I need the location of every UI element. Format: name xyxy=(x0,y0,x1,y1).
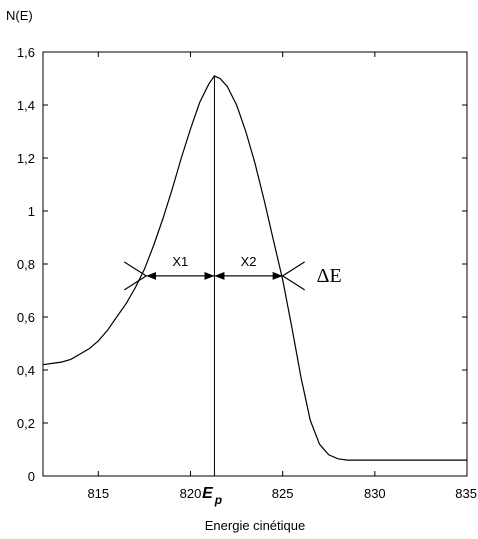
left-width-marker xyxy=(123,261,148,291)
delta-e-label: ΔE xyxy=(317,265,342,287)
x-tick-label: 835 xyxy=(455,486,477,501)
x-axis-title: Energie cinétique xyxy=(205,518,305,533)
y-tick-label: 0,4 xyxy=(17,363,35,378)
y-axis-ticks: 0 0,2 0,4 0,6 0,8 1 1,2 1,4 1,6 xyxy=(17,45,467,484)
y-tick-label: 1,2 xyxy=(17,151,35,166)
x1-label: X1 xyxy=(172,254,188,269)
annotations: X1 X2 ΔE E p xyxy=(123,254,342,507)
y-tick-label: 0 xyxy=(28,469,35,484)
ep-label-subscript: p xyxy=(214,493,222,507)
ep-label: E xyxy=(202,485,214,502)
y-tick-label: 1,4 xyxy=(17,98,35,113)
series-line xyxy=(42,75,467,461)
y-tick-label: 1 xyxy=(28,204,35,219)
y-tick-label: 0,8 xyxy=(17,257,35,272)
y-tick-label: 1,6 xyxy=(17,45,35,60)
x2-label: X2 xyxy=(241,254,257,269)
x-tick-label: 815 xyxy=(87,486,109,501)
y-axis-title: N(E) xyxy=(6,8,33,23)
y-tick-label: 0,6 xyxy=(17,310,35,325)
x-tick-label: 820 xyxy=(180,486,202,501)
y-tick-label: 0,2 xyxy=(17,416,35,431)
x-tick-label: 830 xyxy=(364,486,386,501)
right-width-marker xyxy=(281,261,305,291)
x-tick-label: 825 xyxy=(272,486,294,501)
x-axis-ticks: 815 820 825 830 835 xyxy=(87,52,477,501)
